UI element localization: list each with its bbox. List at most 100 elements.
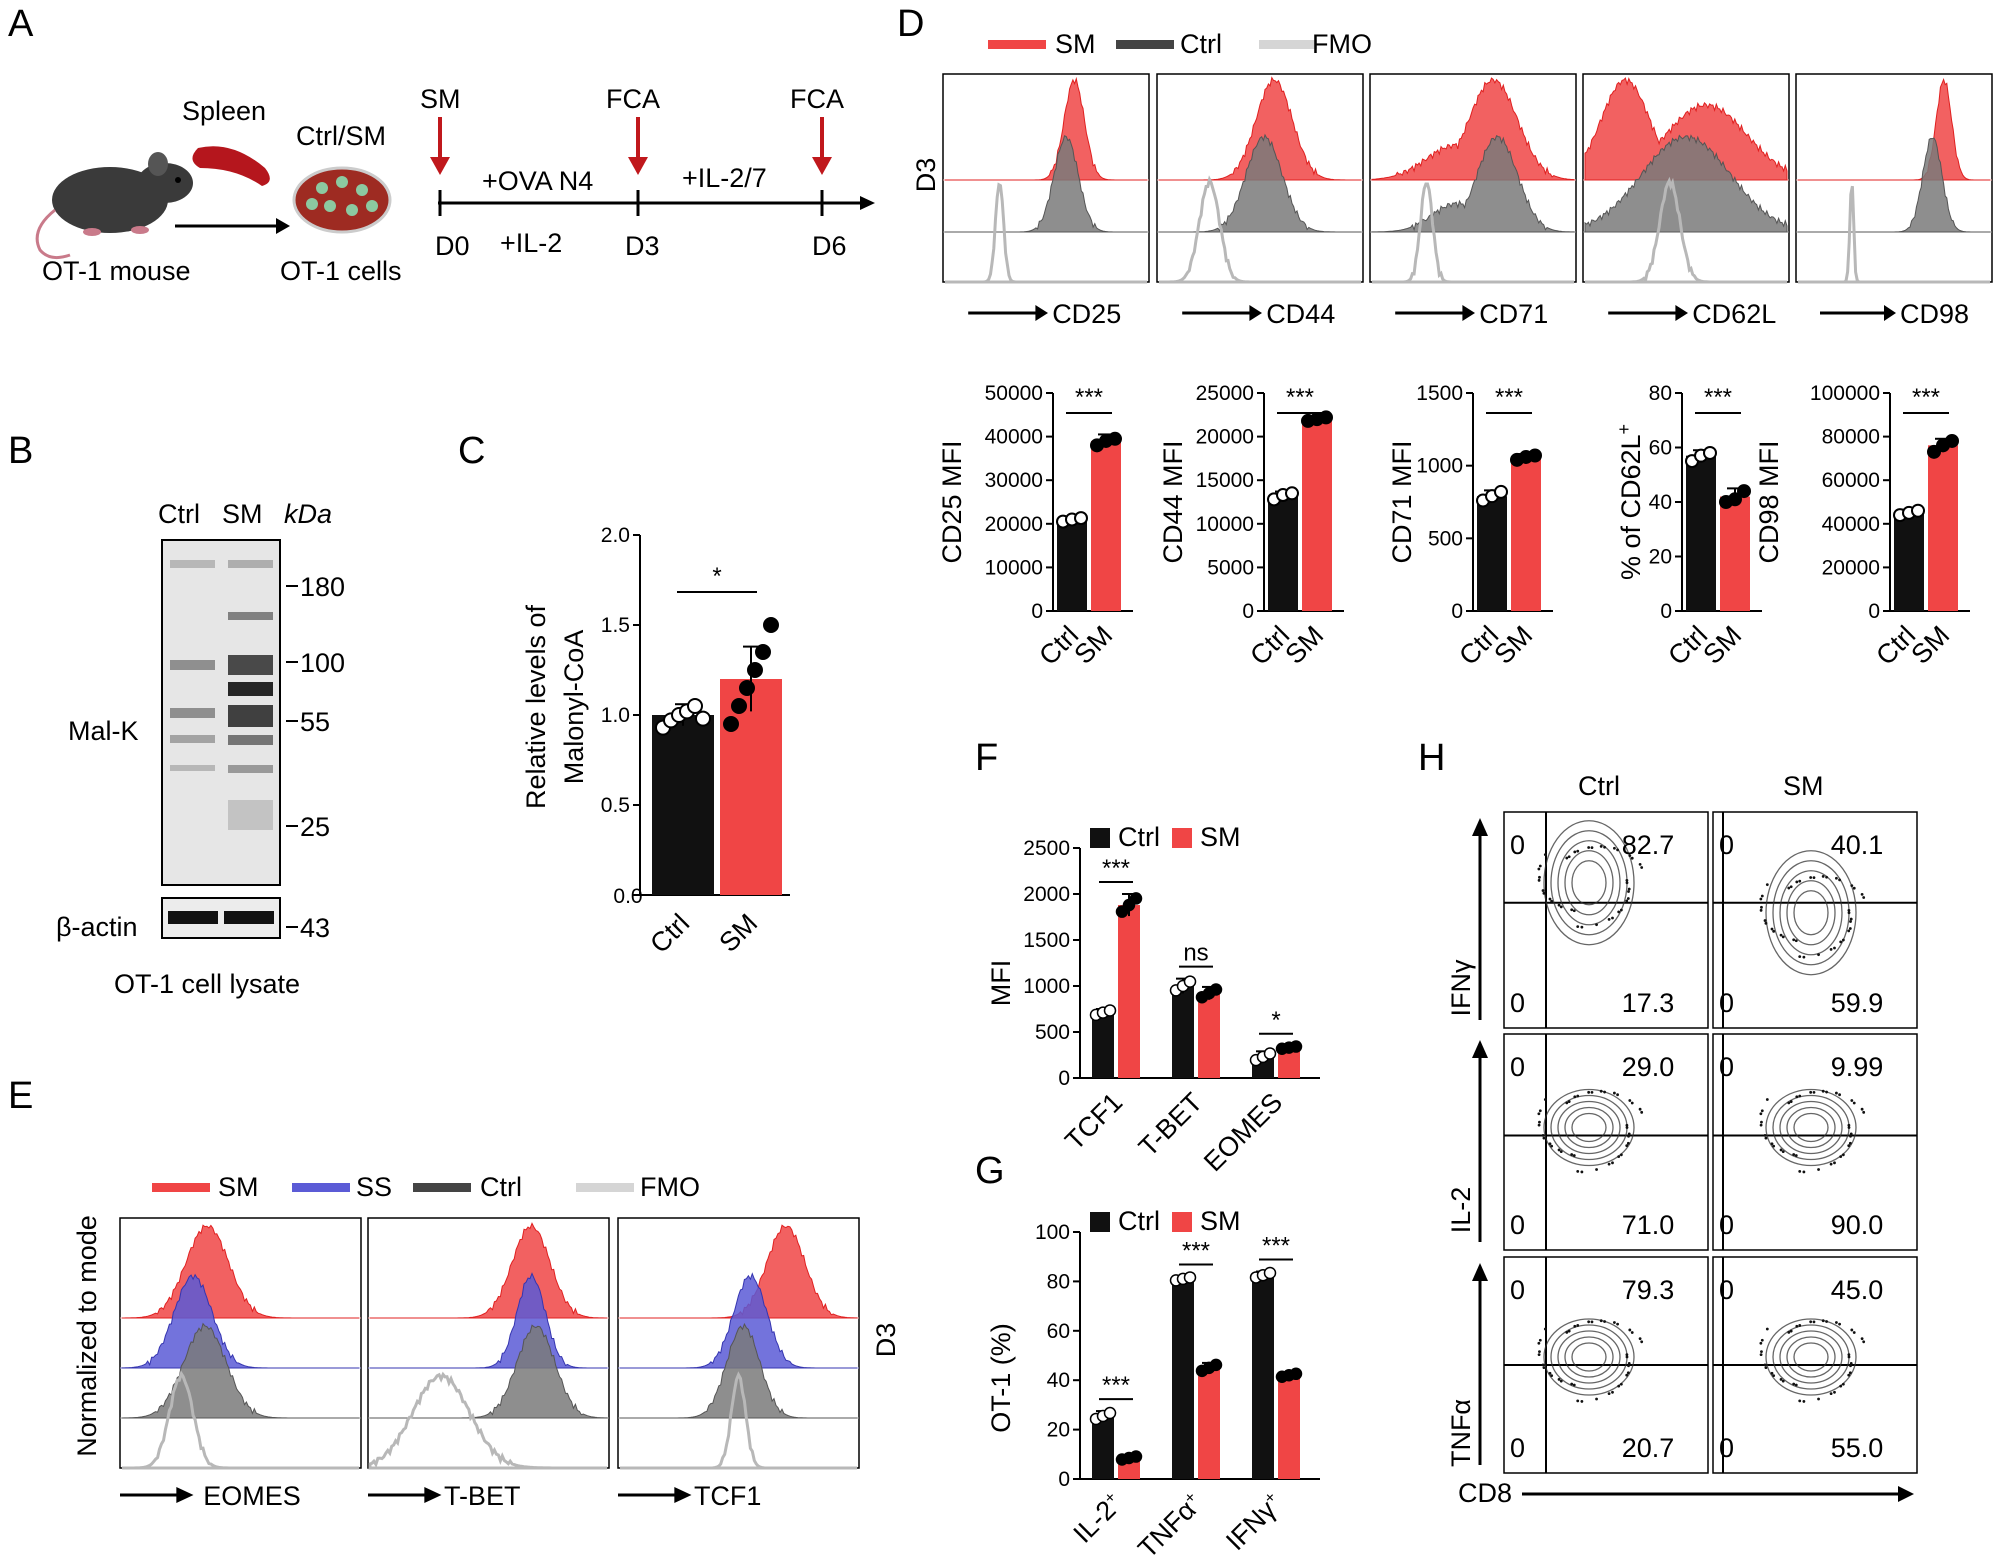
legend-sm-text: SM <box>1055 29 1096 59</box>
event-dot <box>1763 919 1767 922</box>
data-point <box>1103 1004 1117 1017</box>
g-ylabel: OT-1 (%) <box>986 1323 1016 1433</box>
event-dot <box>1772 1144 1776 1148</box>
quadrant-lr: 90.0 <box>1831 1210 1884 1240</box>
event-dot <box>1625 899 1629 903</box>
event-dot <box>1812 1320 1816 1324</box>
event-dot <box>1849 1364 1852 1368</box>
e-legend-ctrl-text: Ctrl <box>480 1172 522 1202</box>
event-dot <box>1538 1120 1541 1124</box>
event-dot <box>1833 1390 1836 1394</box>
event-dot <box>1570 908 1574 912</box>
event-dot <box>1825 1090 1828 1094</box>
marker-label: CD62L <box>1692 299 1776 329</box>
event-dot <box>1847 1126 1851 1129</box>
marker-label: T-BET <box>444 1481 521 1511</box>
event-dot <box>1537 1123 1541 1127</box>
event-dot <box>1792 1153 1796 1156</box>
y-tick-label: 25000 <box>1196 382 1254 405</box>
c-ylabel-1: Relative levels of <box>521 604 551 809</box>
contour-line <box>1571 860 1607 906</box>
contour-line <box>1765 1088 1857 1167</box>
event-dot <box>1543 1327 1547 1331</box>
quadrant-ll: 0 <box>1719 1433 1734 1463</box>
event-dot <box>1849 917 1853 921</box>
bar-ctrl <box>1894 512 1924 611</box>
contour-line <box>1557 1100 1621 1155</box>
data-point <box>1129 892 1143 905</box>
event-dot <box>1617 1384 1621 1388</box>
event-dot <box>1619 1382 1623 1386</box>
event-dot <box>1627 890 1630 893</box>
significance-label: ns <box>1183 940 1208 967</box>
y-tick-label: 1.5 <box>601 614 630 637</box>
mw-25: 25 <box>300 812 330 842</box>
event-dot <box>1849 920 1852 923</box>
h-xlabel: CD8 <box>1458 1478 1512 1508</box>
histogram-ctrl <box>620 1322 857 1419</box>
data-point <box>1289 1040 1303 1053</box>
quadrant-ur: 9.99 <box>1831 1052 1884 1082</box>
axis-arrowhead <box>674 1487 692 1503</box>
event-dot <box>1759 908 1763 912</box>
e-legend-ss-text: SS <box>356 1172 392 1202</box>
fca2-arrowhead <box>812 157 832 175</box>
data-point <box>1209 1358 1223 1372</box>
data-point <box>1183 975 1197 988</box>
event-dot <box>1862 896 1866 899</box>
event-dot <box>1847 1123 1851 1127</box>
contour-line <box>1543 820 1635 946</box>
histogram-sm <box>1371 77 1575 181</box>
event-dot <box>1779 1377 1783 1381</box>
data-point <box>747 662 763 678</box>
event-dot <box>1541 889 1545 892</box>
sm-label: SM <box>420 84 461 114</box>
e-legend-fmo-text: FMO <box>640 1172 700 1202</box>
contour-line <box>1571 1112 1607 1143</box>
event-dot <box>1595 1397 1598 1401</box>
event-dot <box>1630 1101 1634 1105</box>
fca1-arrowhead <box>628 157 648 175</box>
quadrant-ur: 29.0 <box>1622 1052 1675 1082</box>
chart-c: 0.5 1.0 1.5 2.0 Ctrl SM * <box>601 524 790 959</box>
event-dot <box>1829 1162 1833 1166</box>
event-dot <box>1538 1109 1542 1113</box>
event-dot <box>1580 1170 1584 1174</box>
event-dot <box>1809 1320 1813 1324</box>
event-dot <box>1760 1338 1764 1342</box>
y-tick-label: 1500 <box>1416 382 1463 405</box>
event-dot <box>1787 1101 1791 1105</box>
event-dot <box>1640 1340 1644 1344</box>
spleen-illustration <box>192 146 270 186</box>
category-label: TCF1 <box>1059 1087 1128 1156</box>
event-dot <box>1572 909 1576 913</box>
h-y-arrowhead <box>1472 818 1488 836</box>
event-dot <box>1787 886 1791 890</box>
event-dot <box>1626 897 1630 900</box>
event-dot <box>1802 1400 1806 1403</box>
event-dot <box>1603 1320 1606 1323</box>
flow-plot-ctrl-tnfα: 0 79.3 0 20.7 <box>1503 1256 1709 1474</box>
event-dot <box>1565 1101 1569 1105</box>
flow-plot-sm-il-2: 0 9.99 0 90.0 <box>1712 1033 1918 1251</box>
event-dot <box>1841 1153 1845 1157</box>
event-dot <box>1538 875 1541 879</box>
y-tick-label: 20 <box>1047 1419 1070 1442</box>
y-tick-label: 40000 <box>1822 513 1880 536</box>
event-dot <box>1625 1144 1629 1148</box>
event-dot <box>1839 940 1843 944</box>
event-dot <box>1760 1350 1763 1354</box>
histogram-ctrl <box>1798 137 1990 233</box>
histogram-sm <box>370 1222 607 1319</box>
dish-label: Ctrl/SM <box>296 121 386 151</box>
y-tick-label: 40 <box>1047 1369 1070 1392</box>
event-dot <box>1565 856 1569 860</box>
histogram-sm <box>1584 77 1788 181</box>
actin-band-ctrl <box>168 911 218 924</box>
significance-label: *** <box>1704 384 1732 411</box>
event-dot <box>1802 1170 1806 1174</box>
event-dot <box>1781 1150 1785 1154</box>
event-dot <box>1542 1136 1546 1140</box>
event-dot <box>1772 929 1776 933</box>
